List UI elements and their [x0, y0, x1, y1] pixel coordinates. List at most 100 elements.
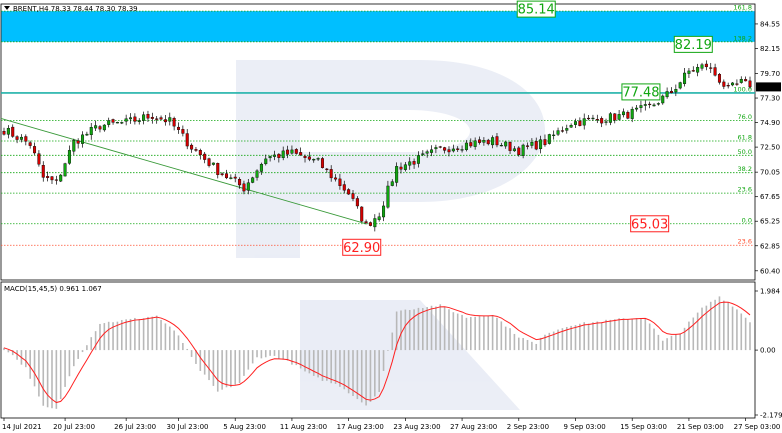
candle [722, 79, 726, 90]
candle-body [569, 125, 573, 128]
candle-body [382, 205, 386, 218]
candle-body [534, 141, 538, 150]
candle-body [669, 90, 673, 94]
chart-header: BRENT,H4 78.33 78.44 78.30 78.39 MACD(15,… [4, 5, 138, 293]
candle-body [15, 136, 19, 140]
candle-body [72, 139, 76, 152]
candle-body [355, 198, 359, 207]
fib-label: 61.8 [738, 133, 752, 141]
candle-body [639, 105, 643, 108]
x-tick-label: 26 Jul 23:00 [114, 423, 156, 431]
candle-body [704, 63, 708, 68]
candle-body [543, 139, 547, 146]
candle-body [224, 173, 228, 179]
candle [635, 104, 639, 112]
macd-signal-line [3, 301, 751, 404]
candle-body [185, 133, 189, 147]
candle [355, 196, 359, 209]
y-tick-label: 67.65 [760, 193, 780, 201]
candle-body [281, 150, 285, 158]
candle [399, 162, 403, 174]
candle [395, 162, 399, 187]
candle-body [211, 162, 215, 165]
candle [85, 131, 89, 136]
price-box: 77.48 [621, 83, 661, 101]
candle [495, 133, 499, 148]
candle [547, 133, 551, 145]
candle-body [608, 113, 612, 123]
candle-body [573, 121, 577, 125]
candle [621, 108, 625, 118]
candle-body [425, 151, 429, 154]
candle-body [434, 147, 438, 150]
candle-body [504, 141, 508, 147]
candle [320, 156, 324, 169]
candle-body [665, 91, 669, 98]
price-box-frame [673, 35, 713, 53]
x-tick-label: 15 Sep 03:00 [620, 423, 667, 431]
y-tick-label: 65.25 [760, 218, 780, 226]
candle [325, 167, 329, 173]
candle-body [155, 118, 159, 120]
x-tick-label: 17 Aug 23:00 [337, 423, 384, 431]
candle-body [726, 85, 730, 87]
candle-body [19, 136, 23, 140]
candle-body [242, 183, 246, 192]
y-tick-label: 74.90 [760, 119, 780, 127]
x-tick-label: 5 Aug 23:00 [223, 423, 266, 431]
candle-body [46, 176, 50, 178]
candle [617, 109, 621, 121]
macd-header: MACD(15,45,5) 0.961 1.067 [4, 285, 102, 293]
candle [89, 122, 93, 140]
candle [421, 150, 425, 157]
x-tick-label: 9 Sep 03:00 [563, 423, 605, 431]
candle-body [678, 82, 682, 89]
candle-body [163, 119, 167, 123]
candle [190, 143, 194, 153]
candle [133, 113, 137, 125]
candle [403, 162, 407, 172]
candle [81, 131, 85, 148]
candle [530, 138, 534, 149]
candle [211, 162, 215, 166]
candle [281, 146, 285, 161]
candle [386, 180, 390, 209]
candle [534, 137, 538, 151]
x-tick-label: 14 Jul 2021 [2, 423, 42, 431]
candle-body [94, 125, 98, 129]
candle [613, 113, 617, 124]
candle-body [626, 112, 630, 119]
candle [316, 157, 320, 162]
candle [696, 63, 700, 77]
candle [242, 180, 246, 195]
candle [220, 172, 224, 177]
fib-label: 50.0 [738, 148, 752, 156]
candle-body [739, 79, 743, 83]
candle-body [159, 117, 163, 120]
candle-body [59, 174, 63, 182]
candle-body [50, 176, 54, 181]
candle [168, 112, 172, 126]
candle [735, 79, 739, 86]
candle [63, 162, 67, 177]
candle [342, 180, 346, 194]
candle-body [81, 134, 85, 144]
candle [24, 134, 28, 146]
candle [233, 173, 237, 183]
y-tick-label: 60.40 [760, 267, 780, 275]
candle [72, 138, 76, 155]
fib-label: 23.6 [738, 238, 752, 246]
candle [198, 148, 202, 160]
current-price-text: 78.39 [759, 83, 779, 91]
candle-body [255, 170, 259, 178]
candle [172, 116, 176, 131]
candle-body [11, 126, 15, 137]
candle [6, 125, 10, 139]
candle-body [190, 144, 194, 150]
candle-body [203, 153, 207, 160]
candle-body [115, 122, 119, 124]
symbol-header: BRENT,H4 78.33 78.44 78.30 78.39 [13, 5, 138, 13]
candle [11, 124, 15, 138]
candle [565, 124, 569, 134]
candle-body [613, 113, 617, 121]
